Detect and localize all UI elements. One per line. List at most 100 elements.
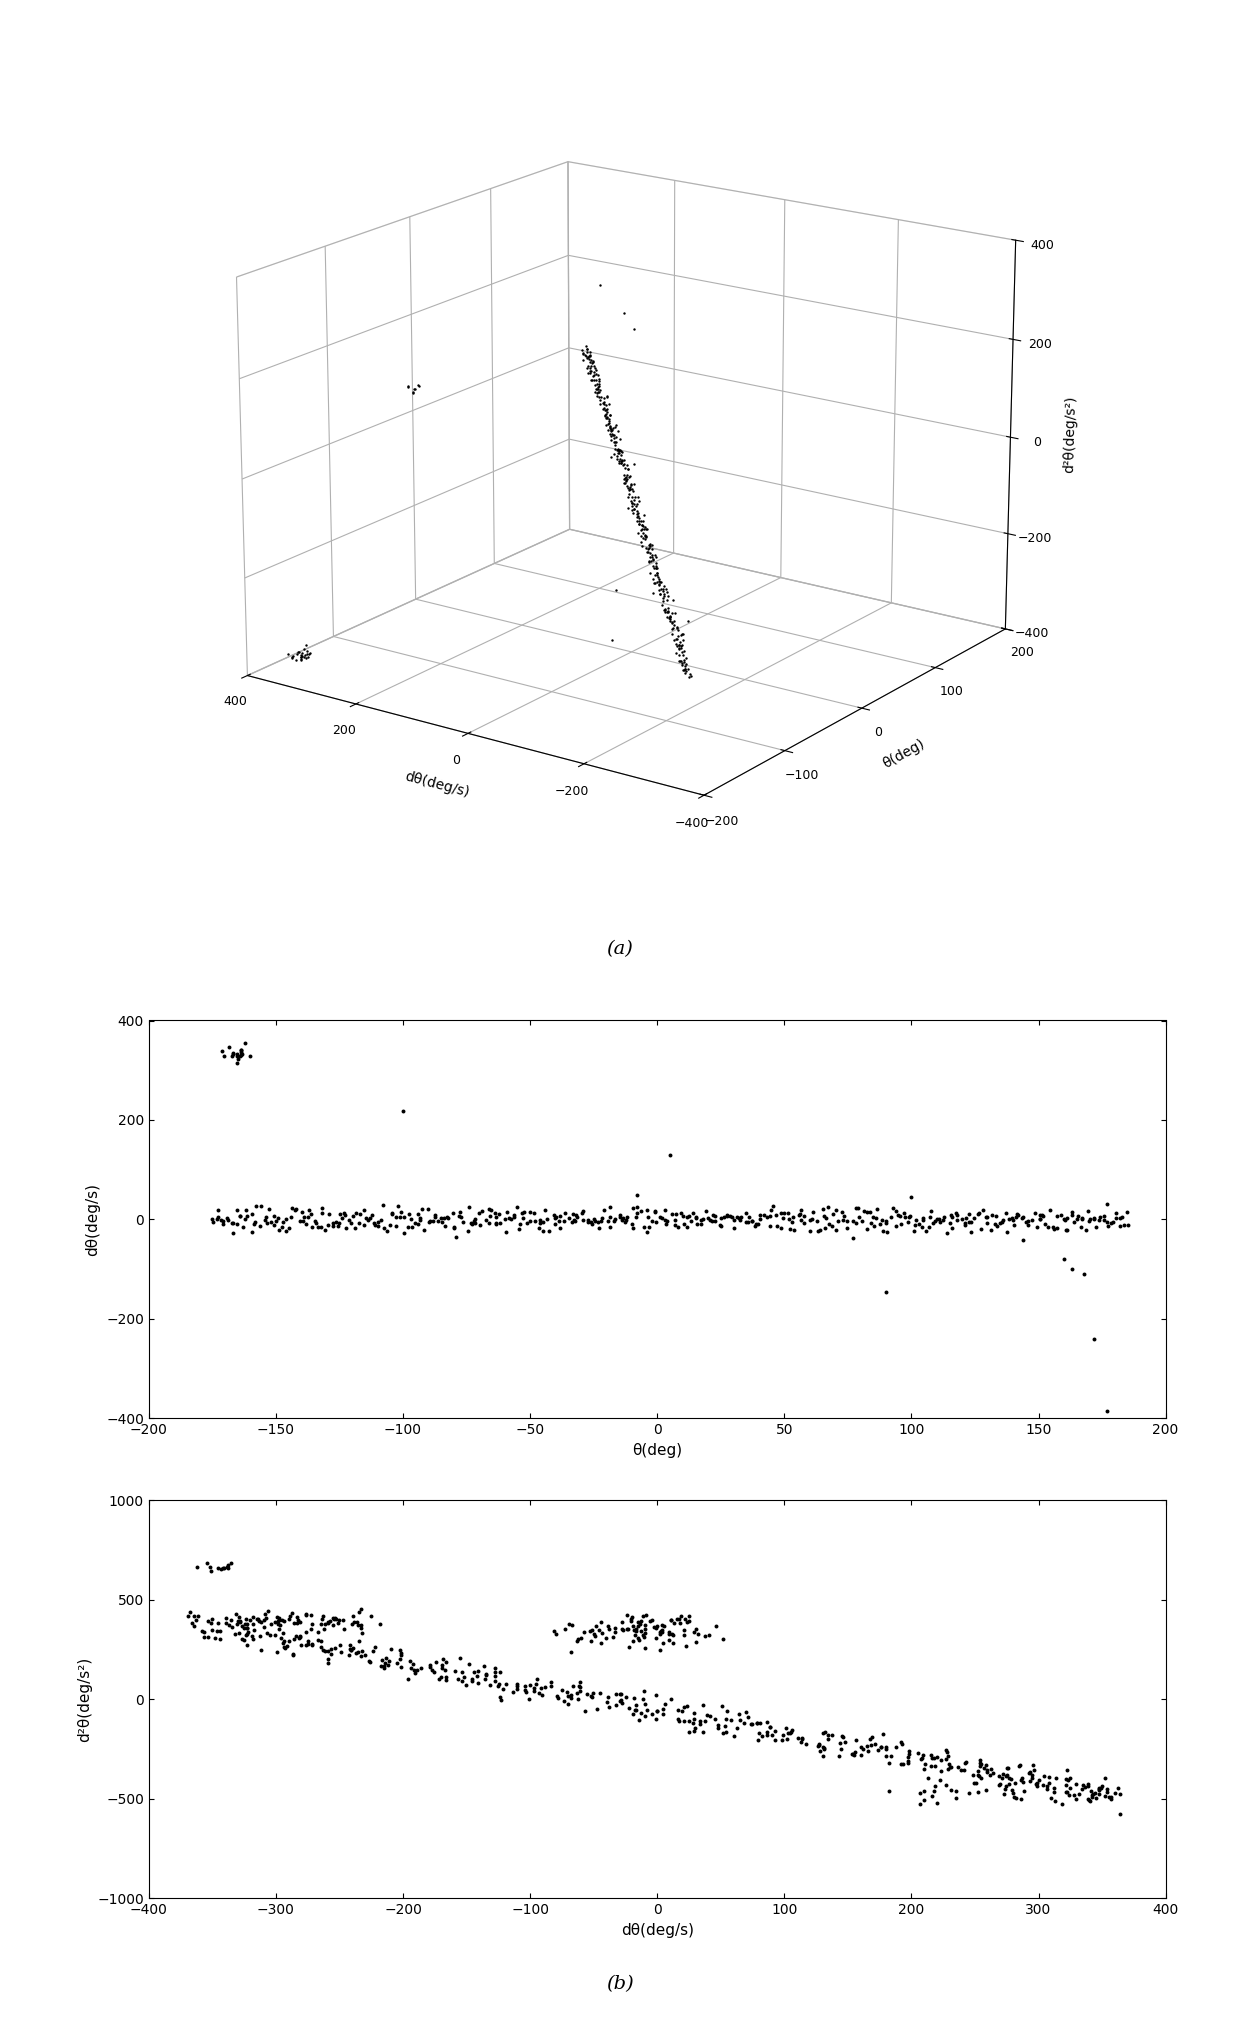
Point — [713, 1716, 733, 1749]
Point — [779, 1716, 799, 1749]
Point — [1095, 1780, 1115, 1812]
Point — [955, 1206, 975, 1239]
Point — [231, 1035, 250, 1067]
Point — [813, 1731, 833, 1763]
Point — [808, 1729, 828, 1761]
Point — [525, 1196, 544, 1229]
Point — [408, 1208, 428, 1241]
Point — [895, 1200, 915, 1233]
Point — [1096, 1206, 1116, 1239]
Point — [920, 1200, 940, 1233]
Point — [1076, 1214, 1096, 1247]
Point — [582, 1206, 601, 1239]
Point — [913, 1743, 932, 1776]
Point — [232, 1610, 252, 1643]
Point — [750, 1204, 770, 1237]
Point — [703, 1200, 723, 1233]
Point — [410, 1204, 430, 1237]
Point — [348, 1635, 368, 1667]
Point — [629, 1606, 649, 1639]
Point — [1091, 1772, 1111, 1804]
Point — [186, 1604, 206, 1637]
Point — [373, 1188, 393, 1221]
Point — [618, 1612, 637, 1645]
Point — [632, 1682, 652, 1714]
X-axis label: dθ(deg/s): dθ(deg/s) — [403, 769, 471, 800]
Point — [467, 1665, 487, 1698]
Point — [624, 1212, 644, 1245]
Point — [991, 1768, 1011, 1800]
Point — [317, 1635, 337, 1667]
Point — [760, 1710, 780, 1743]
Point — [977, 1206, 997, 1239]
Point — [915, 1784, 935, 1816]
Point — [269, 1602, 289, 1635]
Point — [610, 1198, 630, 1231]
Point — [1018, 1204, 1038, 1237]
Point — [1038, 1770, 1058, 1802]
Point — [341, 1635, 361, 1667]
Point — [211, 1204, 231, 1237]
Point — [340, 1633, 360, 1665]
Point — [670, 1704, 689, 1737]
Point — [525, 1676, 544, 1708]
Point — [972, 1194, 992, 1227]
Point — [223, 1206, 243, 1239]
Point — [941, 1751, 961, 1784]
Point — [959, 1778, 978, 1810]
Point — [319, 1647, 339, 1680]
Point — [939, 1747, 959, 1780]
Point — [1030, 1202, 1050, 1235]
Point — [661, 1604, 681, 1637]
Point — [632, 1600, 652, 1633]
Point — [185, 1600, 205, 1633]
Point — [268, 1600, 288, 1633]
Point — [813, 1716, 833, 1749]
Point — [971, 1747, 991, 1780]
Point — [496, 1667, 516, 1700]
Point — [999, 1202, 1019, 1235]
Point — [813, 1733, 833, 1765]
Point — [854, 1194, 874, 1227]
Point — [314, 1633, 334, 1665]
Point — [296, 1598, 316, 1631]
Point — [875, 1276, 895, 1308]
Point — [374, 1647, 394, 1680]
Point — [709, 1208, 729, 1241]
Point — [843, 1739, 863, 1772]
Point — [459, 1190, 479, 1223]
Point — [433, 1206, 453, 1239]
Point — [635, 1676, 655, 1708]
Point — [883, 1192, 903, 1225]
Point — [237, 1619, 257, 1651]
Point — [1045, 1761, 1065, 1794]
Point — [915, 1747, 935, 1780]
Point — [1003, 1776, 1023, 1808]
Point — [480, 1200, 500, 1233]
Point — [308, 1210, 327, 1243]
Point — [956, 1202, 976, 1235]
Point — [742, 1706, 761, 1739]
Point — [909, 1208, 929, 1241]
Point — [982, 1198, 1002, 1231]
Point — [402, 1202, 422, 1235]
Point — [934, 1200, 954, 1233]
Point — [291, 1629, 311, 1661]
Point — [677, 1606, 697, 1639]
Point — [746, 1706, 766, 1739]
Point — [351, 1608, 371, 1641]
Point — [663, 1619, 683, 1651]
Point — [776, 1710, 796, 1743]
Point — [554, 1684, 574, 1716]
Point — [992, 1206, 1012, 1239]
Point — [718, 1198, 738, 1231]
Point — [599, 1680, 619, 1712]
Point — [835, 1200, 854, 1233]
Point — [372, 1643, 392, 1676]
Point — [290, 1621, 310, 1653]
Point — [250, 1210, 270, 1243]
Point — [615, 1204, 635, 1237]
Point — [324, 1602, 343, 1635]
Point — [539, 1214, 559, 1247]
Point — [925, 1204, 945, 1237]
